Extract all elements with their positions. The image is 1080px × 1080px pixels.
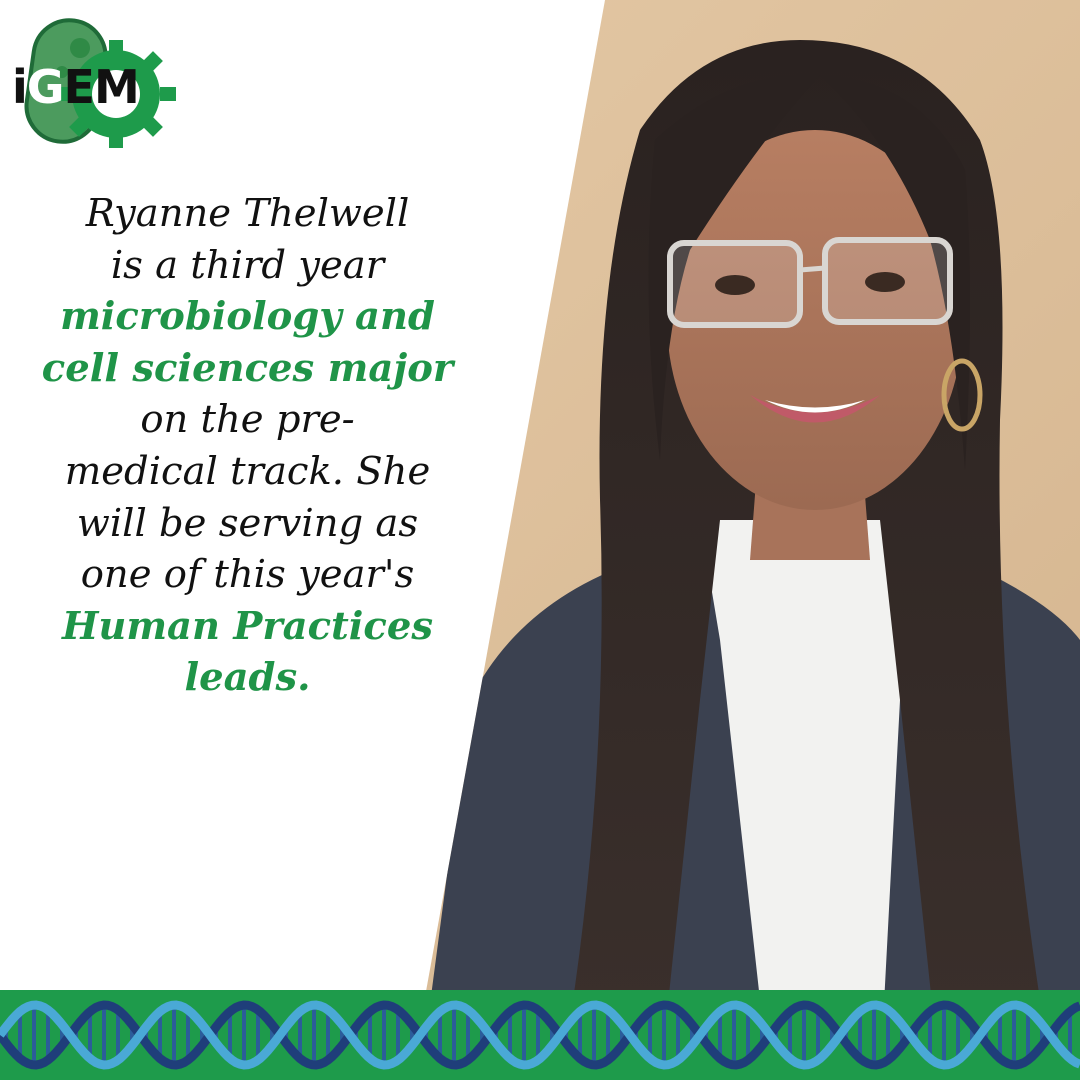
logo-letter: E: [63, 60, 95, 114]
bio-line: one of this year's: [80, 552, 415, 598]
bio-line-highlight: microbiology and: [60, 294, 435, 340]
igem-wordmark: iGEM: [12, 64, 140, 110]
dna-banner: [0, 990, 1080, 1080]
bio-line: Ryanne Thelwell: [85, 191, 410, 236]
bio-text: Ryanne Thelwell is a third year microbio…: [20, 188, 475, 704]
gear-icon: [56, 40, 176, 148]
logo-letter: i: [12, 60, 28, 114]
bio-line-highlight: cell sciences major: [41, 345, 454, 391]
logo-letter: G: [26, 60, 65, 114]
bio-line: on the pre-: [140, 397, 355, 443]
bio-line: is a third year: [110, 242, 385, 288]
bio-line-highlight: leads.: [184, 655, 311, 701]
logo-letter: M: [93, 60, 140, 114]
bio-line: will be serving as: [76, 500, 419, 546]
igem-logo: [24, 18, 176, 148]
bio-line: medical track. She: [64, 448, 431, 494]
bio-line-highlight: Human Practices: [61, 603, 434, 649]
